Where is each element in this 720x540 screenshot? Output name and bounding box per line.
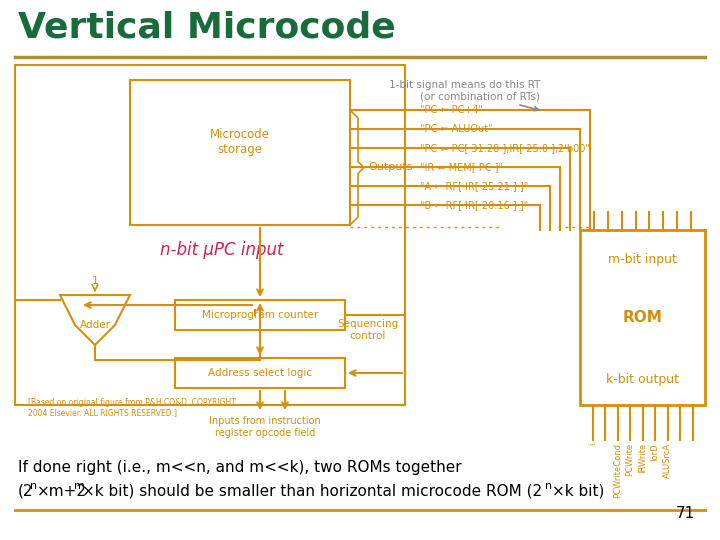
Text: ROM: ROM [623, 310, 662, 325]
Text: Adder: Adder [79, 320, 110, 330]
Text: Vertical Microcode: Vertical Microcode [18, 10, 396, 44]
Text: 1-bit signal means do this RT
(or combination of RTs): 1-bit signal means do this RT (or combin… [389, 80, 540, 111]
Text: If done right (i.e., m<<n, and m<<k), two ROMs together: If done right (i.e., m<<n, and m<<k), tw… [18, 460, 462, 475]
Bar [130, 80, 350, 225]
Text: Address select logic: Address select logic [208, 368, 312, 378]
Text: PCWrite: PCWrite [626, 443, 634, 476]
Text: [Based on original figure from P&H CO&D, COPYRIGHT
2004 Elsevier. ALL RIGHTS RES: [Based on original figure from P&H CO&D,… [28, 398, 236, 417]
Text: i: i [588, 443, 597, 445]
Text: n-bit μPC input: n-bit μPC input [160, 241, 284, 259]
Text: m: m [74, 481, 85, 491]
Text: IorD: IorD [650, 443, 660, 461]
Text: "A ← RF[ IR[ 25:21 ] ]": "A ← RF[ IR[ 25:21 ] ]" [420, 181, 528, 191]
Text: "PC ⇐ PC[ 31:28 ],IR[ 25:0 ],2'b00": "PC ⇐ PC[ 31:28 ],IR[ 25:0 ],2'b00" [420, 143, 590, 153]
Text: "PC ⇐ ALUOut": "PC ⇐ ALUOut" [420, 124, 492, 134]
Bar [175, 358, 345, 388]
Text: Microcode
storage: Microcode storage [210, 129, 270, 157]
Text: ×k bit): ×k bit) [552, 484, 604, 499]
Text: IRWrite: IRWrite [638, 443, 647, 473]
Bar [175, 300, 345, 330]
Text: ×k bit) should be smaller than horizontal microcode ROM (2: ×k bit) should be smaller than horizonta… [82, 484, 542, 499]
Bar [580, 230, 705, 405]
Text: k-bit output: k-bit output [606, 374, 679, 387]
Text: Outputs: Outputs [368, 163, 413, 172]
Text: PCWriteCond: PCWriteCond [613, 443, 622, 498]
Text: 1: 1 [91, 276, 99, 286]
Text: (2: (2 [18, 484, 34, 499]
Text: "IR ⇐ MEM[ PC ]": "IR ⇐ MEM[ PC ]" [420, 162, 503, 172]
Text: 71: 71 [676, 506, 695, 521]
Text: "B ← RF[ IR[ 20:16 ] ]": "B ← RF[ IR[ 20:16 ] ]" [420, 200, 528, 210]
Text: ×m+2: ×m+2 [37, 484, 87, 499]
Text: "PC ⇐ PC+4": "PC ⇐ PC+4" [420, 105, 483, 115]
Text: Sequencing
control: Sequencing control [338, 319, 399, 341]
Text: ALUSrcA: ALUSrcA [663, 443, 672, 478]
Text: Inputs from instruction
register opcode field: Inputs from instruction register opcode … [209, 416, 321, 437]
Text: n: n [30, 481, 37, 491]
Bar [15, 65, 405, 405]
Text: m-bit input: m-bit input [608, 253, 677, 267]
Text: Microprogram counter: Microprogram counter [202, 310, 318, 320]
Text: n: n [545, 481, 552, 491]
